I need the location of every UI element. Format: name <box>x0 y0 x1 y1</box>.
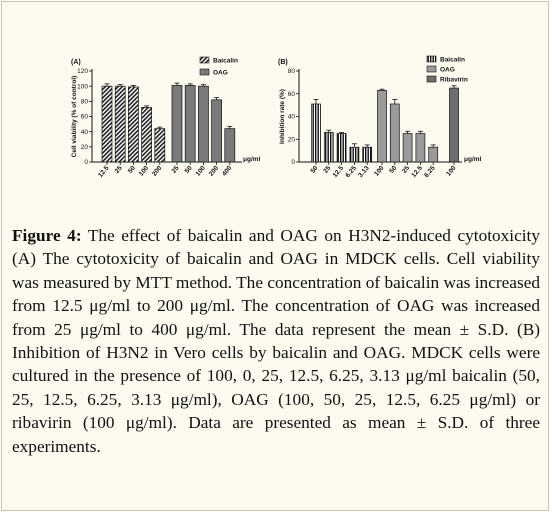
legend-swatch <box>199 56 210 64</box>
y-axis-label: Inhibition rate (%) <box>279 89 286 144</box>
bar <box>198 85 209 163</box>
bar <box>101 85 113 163</box>
panel-a-chart: (A) Cell viability (% of control) 0 20 40 60 8… <box>71 56 261 179</box>
y-axis-label: Cell viability (% of control) <box>71 76 78 158</box>
legend-swatch <box>426 65 437 73</box>
bar <box>323 132 334 163</box>
legend-label: Ribavirin <box>440 77 468 84</box>
bar <box>349 146 360 163</box>
figure-panels: (A) Cell viability (% of control) 0 20 40 60 8… <box>71 55 482 179</box>
y-tick-label: 20 <box>81 144 89 151</box>
bar <box>362 146 373 163</box>
panel-label: (B) <box>278 59 288 66</box>
figure-caption: Figure 4: The effect of baicalin and OAG… <box>12 224 540 458</box>
x-tick-label: 200 <box>151 165 164 178</box>
x-tick-label: 400 <box>221 165 234 178</box>
y-tick-label: 0 <box>291 159 295 166</box>
x-unit-label: μg/ml <box>243 156 261 163</box>
caption-label: Figure 4: <box>12 226 82 245</box>
x-tick-label: 25 <box>171 164 181 174</box>
y-tick-label: 120 <box>77 68 88 75</box>
y-tick-label: 0 <box>84 159 88 166</box>
x-tick-label: 50 <box>388 164 398 174</box>
caption-text: The effect of baicalin and OAG on H3N2-i… <box>12 226 541 456</box>
bar <box>114 85 126 163</box>
x-tick-label: 100 <box>373 165 386 178</box>
x-tick-label: 100 <box>138 165 151 178</box>
x-tick-label: 12.5 <box>332 164 346 178</box>
legend-swatch <box>426 55 437 63</box>
x-tick-label: 6.25 <box>344 164 358 178</box>
x-tick-label: 50 <box>310 164 320 174</box>
bar <box>415 133 426 163</box>
legend-label: Baicalin <box>440 57 465 64</box>
bar <box>389 103 400 163</box>
bar <box>171 85 183 163</box>
bar <box>311 103 321 163</box>
x-tick-label: 50 <box>127 164 137 174</box>
bar <box>154 128 166 163</box>
bar <box>141 107 152 163</box>
bar <box>377 89 387 163</box>
y-tick-label: 60 <box>81 114 89 121</box>
y-tick-label: 100 <box>77 83 88 90</box>
legend-label: OAG <box>440 67 455 74</box>
y-tick-label: 40 <box>81 129 89 136</box>
legend-label: Baicalin <box>213 58 238 65</box>
bar <box>428 146 439 163</box>
y-tick-label: 40 <box>288 114 296 121</box>
x-tick-label: 25 <box>114 164 124 174</box>
bar <box>224 128 236 163</box>
bar <box>402 133 413 163</box>
x-tick-label: 25 <box>322 164 332 174</box>
bar <box>211 99 222 163</box>
x-tick-label: 200 <box>208 165 221 178</box>
x-tick-label: 25 <box>401 164 411 174</box>
bar <box>184 85 196 163</box>
y-tick-label: 60 <box>288 91 296 98</box>
legend-swatch <box>426 75 437 83</box>
x-tick-label: 100 <box>195 165 208 178</box>
bar <box>449 87 459 163</box>
y-tick-label: 80 <box>81 99 89 106</box>
bar <box>336 133 347 163</box>
legend-swatch <box>199 68 210 76</box>
x-tick-label: 50 <box>184 164 194 174</box>
bar <box>128 86 139 163</box>
x-tick-label: 100 <box>445 165 458 178</box>
x-unit-label: μg/ml <box>464 156 482 163</box>
y-tick-label: 80 <box>288 68 296 75</box>
y-tick-label: 20 <box>288 136 296 143</box>
x-tick-label: 12.5 <box>97 164 111 178</box>
panel-label: (A) <box>71 59 81 66</box>
x-tick-label: 12.5 <box>410 164 424 178</box>
x-tick-label: 3.13 <box>357 164 371 178</box>
legend-label: OAG <box>213 70 228 77</box>
x-tick-label: 6.25 <box>423 164 437 178</box>
